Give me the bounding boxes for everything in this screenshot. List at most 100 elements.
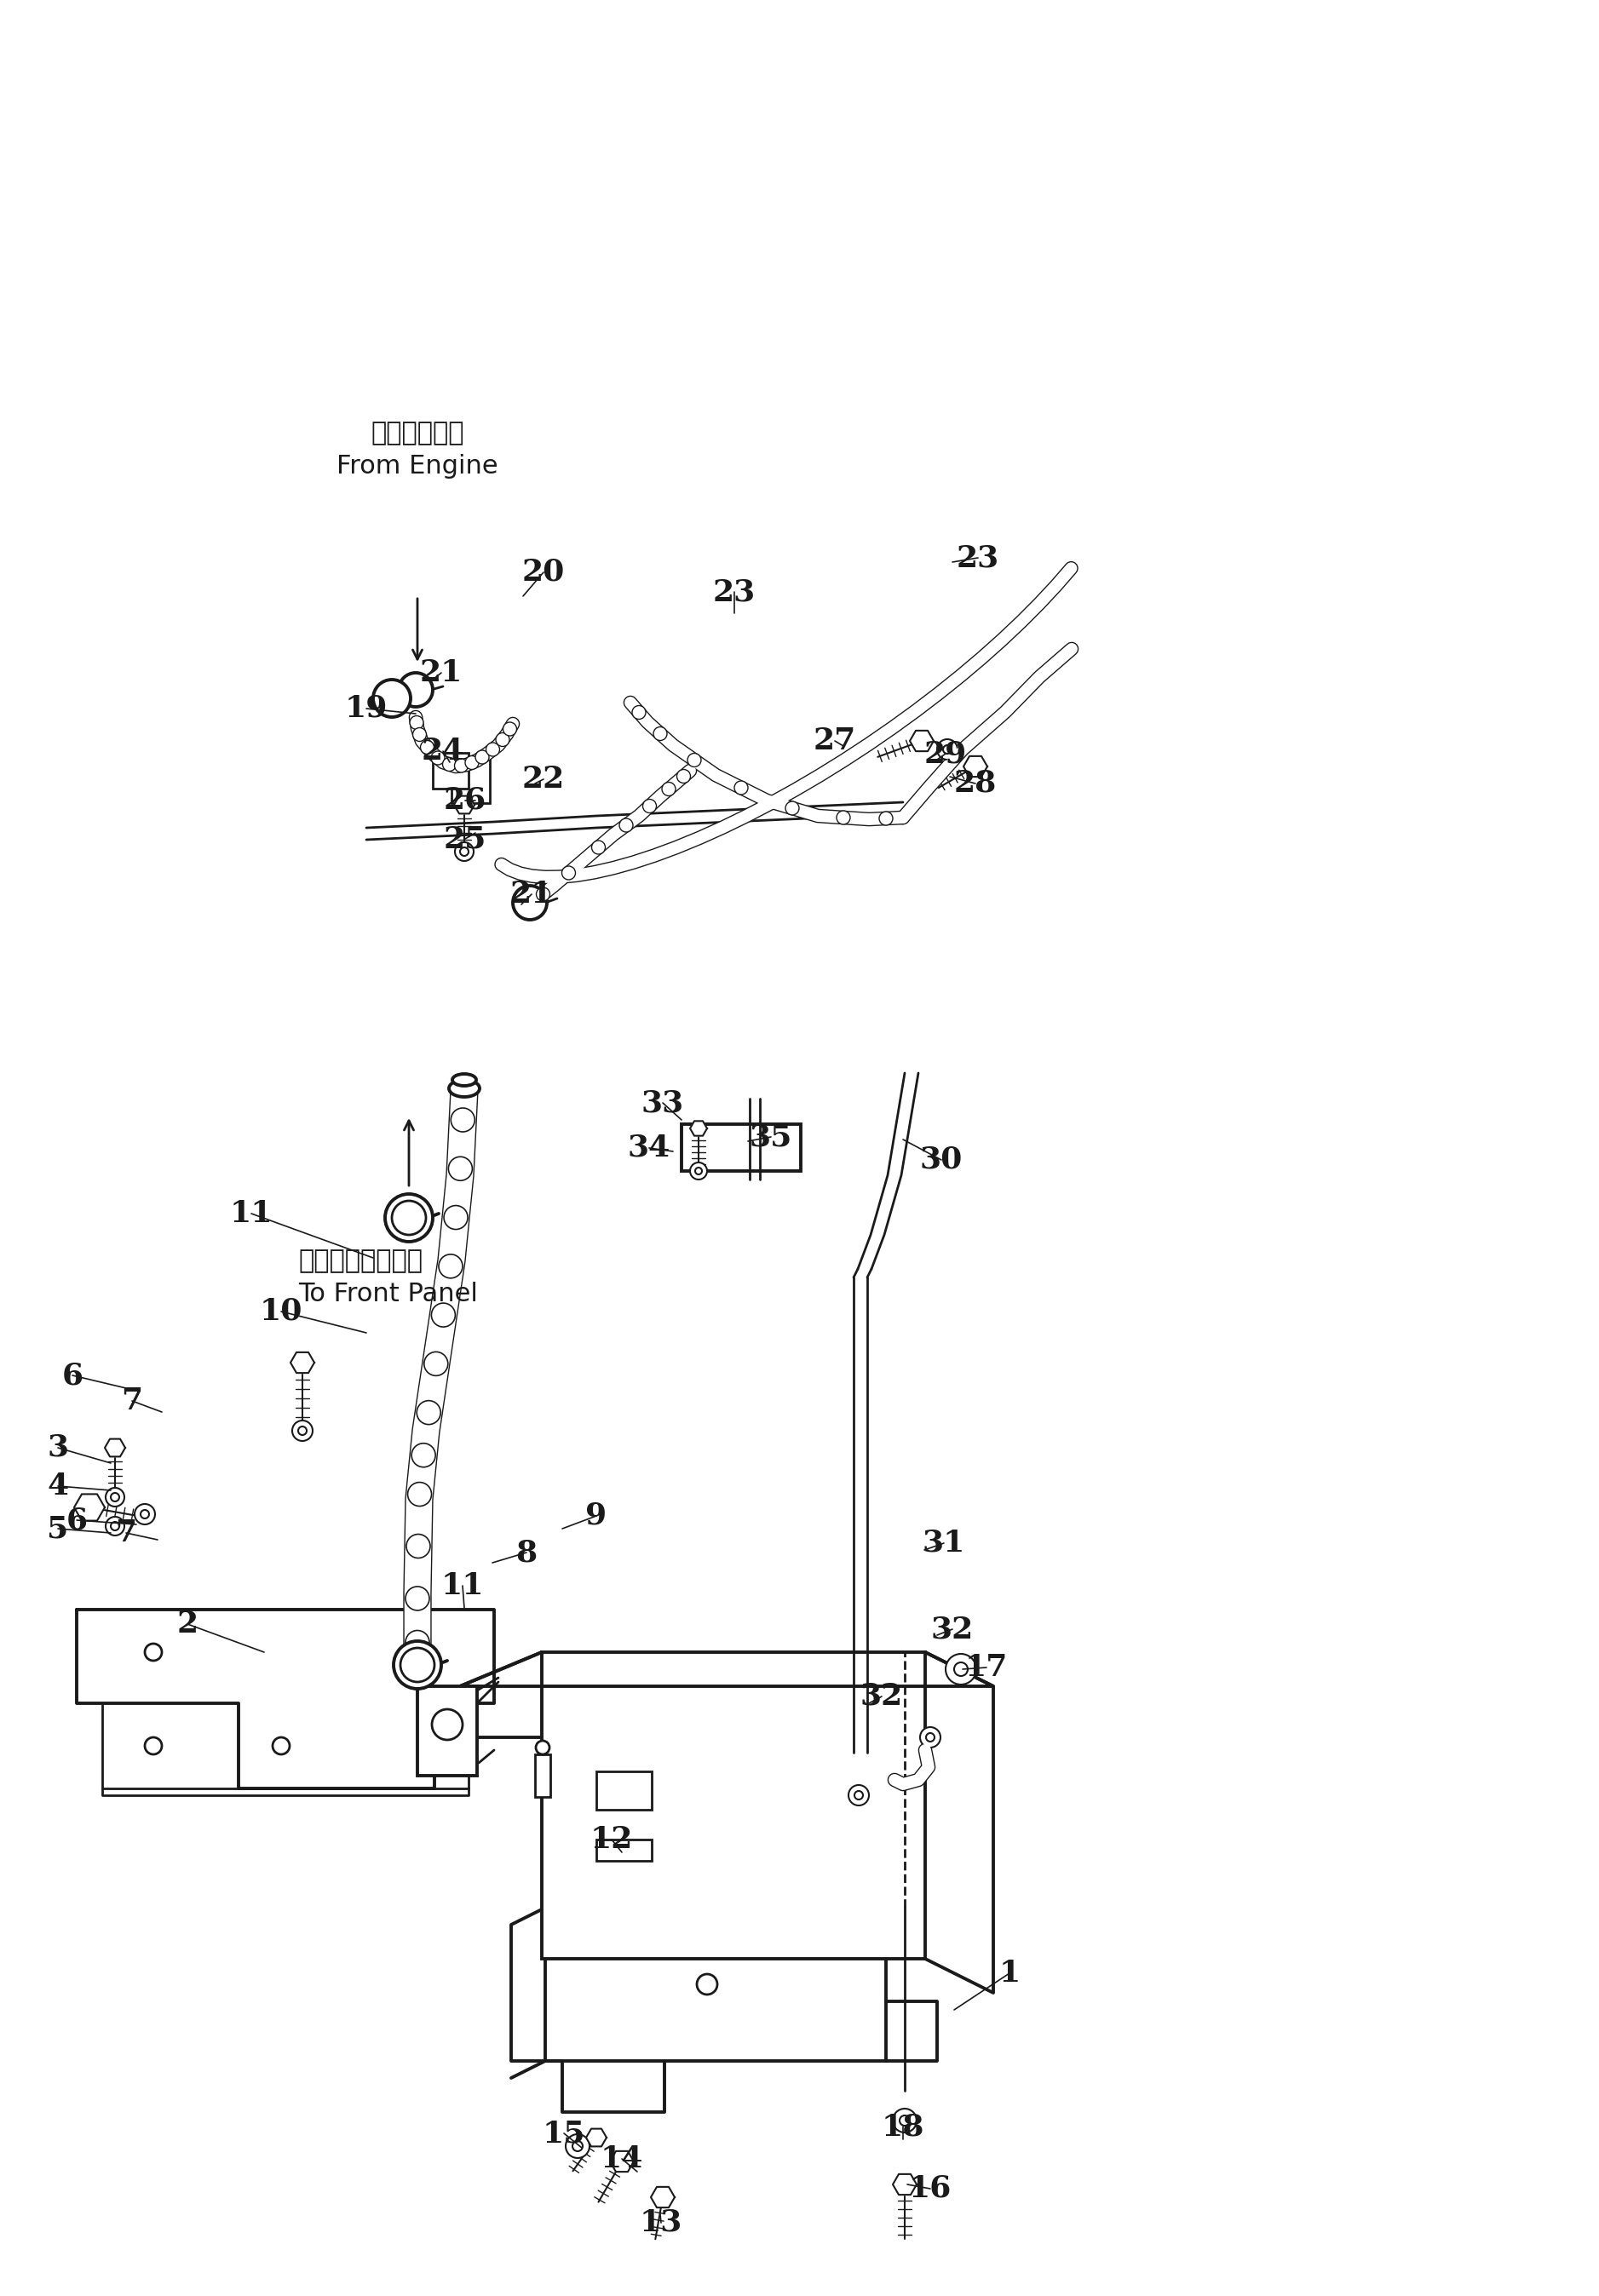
- Circle shape: [448, 1157, 472, 1180]
- Text: 33: 33: [641, 1088, 684, 1118]
- Polygon shape: [587, 2128, 606, 2147]
- Text: 5: 5: [48, 1513, 69, 1543]
- Circle shape: [943, 746, 951, 753]
- Text: 2: 2: [177, 1609, 198, 1639]
- Ellipse shape: [449, 1079, 480, 1097]
- Text: 4: 4: [48, 1472, 69, 1502]
- Circle shape: [408, 1483, 432, 1506]
- Circle shape: [424, 1352, 448, 1375]
- Polygon shape: [892, 2174, 916, 2195]
- Circle shape: [632, 705, 646, 719]
- Text: 22: 22: [523, 765, 564, 794]
- Text: 11: 11: [230, 1199, 273, 1228]
- Bar: [596, 1839, 652, 1860]
- Circle shape: [654, 728, 667, 742]
- Circle shape: [406, 1630, 430, 1655]
- Circle shape: [513, 886, 547, 921]
- Text: 23: 23: [713, 576, 756, 606]
- Text: 35: 35: [750, 1123, 793, 1150]
- Circle shape: [496, 732, 510, 746]
- Circle shape: [413, 728, 427, 742]
- Text: 1: 1: [999, 1958, 1020, 1988]
- Polygon shape: [291, 1352, 315, 1373]
- Text: 7: 7: [122, 1387, 142, 1414]
- Polygon shape: [910, 730, 934, 751]
- Text: 15: 15: [542, 2119, 585, 2147]
- Circle shape: [409, 716, 424, 730]
- Polygon shape: [106, 1440, 125, 1456]
- Text: 16: 16: [908, 2174, 951, 2204]
- Circle shape: [676, 769, 691, 783]
- Text: 27: 27: [814, 726, 855, 755]
- Bar: [545, 1908, 886, 2062]
- Bar: [417, 1685, 477, 1775]
- Bar: [681, 1125, 801, 1171]
- Circle shape: [406, 1587, 430, 1609]
- Circle shape: [734, 781, 748, 794]
- Text: 18: 18: [881, 2112, 924, 2140]
- Circle shape: [697, 1975, 718, 1995]
- Circle shape: [454, 843, 473, 861]
- Circle shape: [536, 1740, 550, 1754]
- Circle shape: [836, 810, 851, 824]
- Circle shape: [393, 1642, 441, 1690]
- Circle shape: [926, 1733, 934, 1743]
- Bar: [536, 1754, 550, 1798]
- Text: 25: 25: [443, 824, 486, 854]
- Circle shape: [572, 2140, 582, 2151]
- Circle shape: [443, 758, 456, 771]
- Circle shape: [937, 739, 958, 760]
- Text: 9: 9: [585, 1502, 608, 1531]
- Circle shape: [432, 751, 445, 765]
- Circle shape: [432, 1304, 456, 1327]
- Polygon shape: [651, 2186, 675, 2206]
- Circle shape: [879, 810, 892, 824]
- Text: 30: 30: [919, 1146, 963, 1173]
- Circle shape: [592, 840, 606, 854]
- Circle shape: [854, 1791, 863, 1800]
- Circle shape: [400, 1649, 435, 1683]
- Circle shape: [919, 1727, 940, 1747]
- Ellipse shape: [453, 1075, 477, 1086]
- Bar: [596, 1773, 652, 1809]
- Circle shape: [392, 1201, 425, 1235]
- Text: 7: 7: [115, 1518, 138, 1548]
- Bar: [451, 755, 489, 804]
- Circle shape: [662, 783, 675, 797]
- Circle shape: [272, 1738, 289, 1754]
- Polygon shape: [454, 797, 475, 813]
- Text: 31: 31: [923, 1529, 966, 1557]
- Bar: [433, 753, 469, 788]
- Circle shape: [297, 1426, 307, 1435]
- Polygon shape: [691, 1120, 707, 1137]
- Polygon shape: [609, 2151, 633, 2172]
- Text: 19: 19: [345, 693, 389, 723]
- Text: 14: 14: [600, 2144, 643, 2174]
- Circle shape: [134, 1504, 155, 1525]
- Polygon shape: [964, 755, 987, 776]
- Circle shape: [411, 1444, 435, 1467]
- Text: 26: 26: [445, 785, 486, 815]
- Circle shape: [110, 1522, 120, 1531]
- Circle shape: [945, 1653, 977, 1685]
- Circle shape: [892, 2108, 916, 2133]
- Text: 6: 6: [66, 1506, 88, 1534]
- Text: 8: 8: [516, 1538, 537, 1566]
- Circle shape: [417, 1401, 441, 1424]
- Text: 3: 3: [48, 1433, 69, 1463]
- Text: 29: 29: [924, 739, 967, 769]
- Circle shape: [293, 1421, 313, 1442]
- Circle shape: [900, 2115, 910, 2126]
- Circle shape: [451, 1109, 475, 1132]
- Circle shape: [566, 2135, 590, 2158]
- Circle shape: [141, 1511, 149, 1518]
- Text: 34: 34: [628, 1134, 670, 1162]
- Text: 20: 20: [521, 558, 564, 588]
- Text: フロントパネルへ
To Front Panel: フロントパネルへ To Front Panel: [297, 1249, 478, 1306]
- Circle shape: [688, 753, 700, 767]
- Circle shape: [561, 866, 576, 879]
- Circle shape: [696, 1169, 702, 1173]
- Circle shape: [106, 1518, 125, 1536]
- Circle shape: [406, 1534, 430, 1559]
- Circle shape: [461, 847, 469, 856]
